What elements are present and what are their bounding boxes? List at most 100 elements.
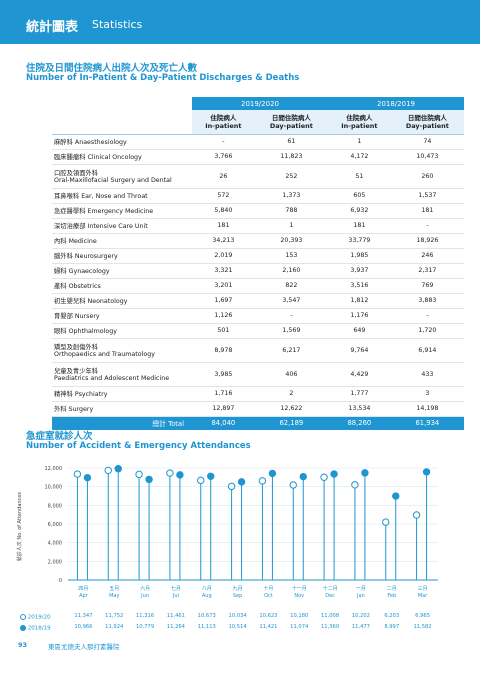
- total-value: 62,189: [254, 416, 328, 430]
- x-tick-label: Jan: [356, 593, 365, 599]
- department-cell: 育嬰部 Nursery: [52, 308, 192, 324]
- value-cell: 4,429: [327, 362, 391, 387]
- department-cell: 婦科 Gynaecology: [52, 263, 192, 279]
- value-cell: 5,840: [192, 203, 255, 219]
- x-tick-label-zh: 八月: [202, 586, 212, 592]
- value-cell: 1: [327, 134, 391, 150]
- value-cell: 20,393: [254, 233, 328, 249]
- y-tick-label: 4,000: [48, 541, 62, 547]
- data-point: [320, 473, 328, 481]
- x-tick-label: Jun: [140, 593, 149, 599]
- y-tick-label: 8,000: [48, 503, 62, 509]
- table-row: 深切治療部 Intensive Care Unit 181 1 181-: [52, 218, 464, 234]
- data-point: [104, 466, 112, 475]
- value-cell: 2: [254, 386, 328, 402]
- department-cell: 耳鼻喉科 Ear, Nose and Throat: [52, 188, 192, 204]
- data-label: 11,477: [352, 624, 370, 630]
- department-cell: 急症醫學科 Emergency Medicine: [52, 203, 192, 219]
- data-point: [258, 477, 267, 485]
- data-label: 11,461: [167, 613, 185, 619]
- value-cell: -: [390, 308, 464, 324]
- legend-marker-solid: [20, 625, 26, 631]
- value-cell: -: [390, 218, 464, 234]
- x-tick-label-zh: 六月: [140, 585, 150, 592]
- value-cell: 433: [390, 362, 464, 387]
- data-point: [227, 482, 236, 491]
- department-cell: 口腔及領面外科 Oral-Maxillofacial Surgery and De…: [52, 164, 192, 189]
- value-cell: 252: [254, 164, 328, 189]
- value-cell: -: [254, 308, 328, 324]
- x-tick-label-zh: 二月: [387, 586, 397, 592]
- x-tick-label: Sep: [233, 593, 242, 599]
- data-point: [330, 470, 338, 478]
- legend-marker-hollow: [20, 614, 26, 620]
- value-cell: 3,766: [192, 149, 255, 165]
- x-tick-label: Aug: [202, 593, 212, 599]
- data-label: 6,203: [384, 613, 399, 619]
- value-cell: 2,019: [192, 248, 255, 264]
- value-cell: 181: [390, 203, 464, 219]
- value-cell: 1,720: [390, 323, 464, 339]
- value-cell: 2,160: [254, 263, 328, 279]
- column-header: 住院病人 In-patient: [192, 110, 255, 135]
- department-cell: 內科 Medicine: [52, 233, 192, 249]
- chart-value-rows: 11,347 11,752 11,316 11,461 10,673 10,034 10,6…: [74, 613, 432, 630]
- total-value: 61,934: [390, 416, 464, 430]
- value-cell: 9,764: [327, 338, 391, 363]
- data-label: 11,582: [414, 624, 432, 630]
- value-cell: 3: [390, 386, 464, 402]
- data-label: 11,752: [105, 613, 123, 619]
- data-point: [299, 472, 307, 481]
- data-point: [289, 481, 297, 489]
- y-tick-label: 10,000: [45, 485, 63, 491]
- legend-2019-20: 2019/20: [20, 614, 51, 621]
- value-cell: 1,126: [192, 308, 255, 324]
- value-cell: 2,317: [390, 263, 464, 279]
- table-row: 兒童及青少年科 Paediatrics and Adolescent Medici…: [52, 362, 464, 387]
- value-cell: 153: [254, 248, 328, 264]
- data-label: 11,924: [105, 624, 124, 630]
- data-point: [392, 492, 400, 500]
- department-cell: 產科 Obstetrics: [52, 278, 192, 294]
- value-cell: 26: [192, 164, 255, 189]
- section1-title-zh: 住院及日間住院病人出院人次及死亡人數: [26, 63, 198, 74]
- table-row: 急症醫學科 Emergency Medicine 5,840 788 6,932 181: [52, 203, 464, 219]
- x-tick-label: Mar: [418, 593, 428, 599]
- column-header: 日間住院病人 Day-patient: [254, 110, 328, 135]
- x-tick-label-zh: 九月: [233, 585, 243, 592]
- banner-title-en: Statistics: [92, 18, 143, 31]
- value-cell: 34,213: [192, 233, 255, 249]
- value-cell: 406: [254, 362, 328, 387]
- data-point: [207, 472, 215, 480]
- data-label: 10,034: [229, 613, 248, 619]
- data-label: 11,316: [136, 613, 154, 619]
- legend-2018-19: 2018/19: [20, 625, 51, 632]
- x-tick-label: Nov: [294, 593, 304, 599]
- table-row: 內科 Medicine 34,213 20,393 33,779 18,926: [52, 233, 464, 249]
- value-cell: 1,985: [327, 248, 391, 264]
- data-label: 11,074: [290, 624, 309, 630]
- x-tick-label-zh: 一月: [356, 586, 366, 592]
- total-row: 總計 Total 84,040 62,189 88,260 61,934: [52, 416, 464, 430]
- value-cell: 788: [254, 203, 328, 219]
- value-cell: 3,883: [390, 293, 464, 309]
- year-header: 2018/2019: [327, 97, 464, 110]
- x-tick-label: Feb: [387, 593, 396, 599]
- data-label: 10,623: [259, 613, 277, 619]
- value-cell: 1,569: [254, 323, 328, 339]
- value-cell: 1,176: [327, 308, 391, 324]
- top-banner: 統計圖表 Statistics: [0, 0, 480, 44]
- x-tick-label: Apr: [79, 593, 89, 599]
- table-row: 婦科 Gynaecology 3,321 2,160 3,937 2,317: [52, 263, 464, 279]
- value-cell: 260: [390, 164, 464, 189]
- x-tick-label-zh: 十一月: [292, 585, 307, 592]
- y-tick-label: 0: [59, 578, 62, 584]
- data-point: [145, 475, 153, 484]
- value-cell: 181: [327, 218, 391, 234]
- value-cell: 74: [390, 134, 464, 150]
- value-cell: 10,473: [390, 149, 464, 165]
- data-point: [166, 469, 174, 477]
- page-number: 93: [18, 641, 28, 649]
- y-tick-label: 2,000: [48, 559, 62, 565]
- value-cell: 1,537: [390, 188, 464, 204]
